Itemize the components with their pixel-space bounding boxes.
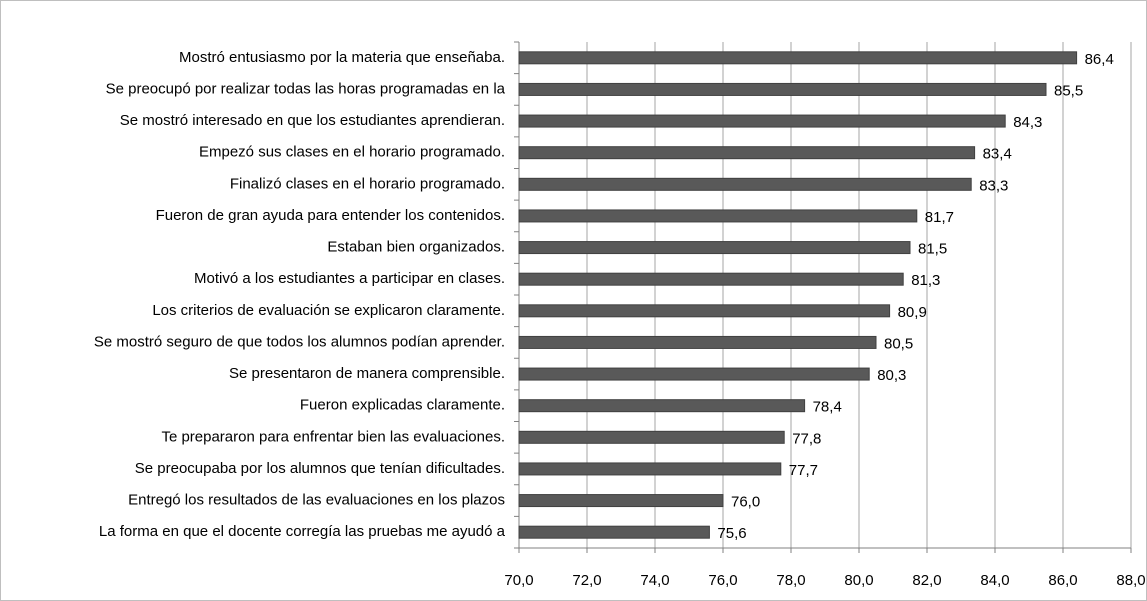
- x-tick-label: 88,0: [1116, 572, 1145, 589]
- bar: [518, 367, 870, 381]
- x-tick-label: 76,0: [708, 572, 737, 589]
- category-label: Motivó a los estudiantes a participar en…: [194, 270, 505, 287]
- bar: [518, 272, 904, 286]
- category-label: Estaban bien organizados.: [327, 239, 505, 256]
- data-label: 76,0: [731, 494, 760, 511]
- x-tick-label: 72,0: [572, 572, 601, 589]
- category-label: Se preocupaba por los alumnos que tenían…: [135, 460, 505, 477]
- data-label: 77,8: [792, 430, 821, 447]
- x-tick-label: 78,0: [776, 572, 805, 589]
- bar: [518, 335, 877, 349]
- x-tick-label: 74,0: [640, 572, 669, 589]
- data-label: 81,5: [918, 241, 947, 258]
- data-label: 80,5: [884, 335, 913, 352]
- category-label: Se presentaron de manera comprensible.: [229, 365, 505, 382]
- x-tick-label: 70,0: [504, 572, 533, 589]
- x-tick-label: 84,0: [980, 572, 1009, 589]
- category-label: Entregó los resultados de las evaluacion…: [128, 492, 505, 509]
- category-label: Empezó sus clases en el horario programa…: [199, 144, 505, 161]
- category-label: Se mostró seguro de que todos los alumno…: [94, 333, 505, 350]
- data-label: 80,3: [877, 367, 906, 384]
- category-label: La forma en que el docente corregía las …: [99, 523, 506, 540]
- bar: [518, 146, 976, 160]
- category-label: Mostró entusiasmo por la materia que ens…: [179, 49, 505, 66]
- bar: [518, 177, 972, 191]
- category-label: Te prepararon para enfrentar bien las ev…: [161, 428, 505, 445]
- bar: [518, 430, 785, 444]
- x-tick-label: 82,0: [912, 572, 941, 589]
- category-label: Los criterios de evaluación se explicaro…: [152, 302, 505, 319]
- bar: [518, 494, 724, 508]
- data-label: 81,3: [911, 272, 940, 289]
- x-tick-label: 86,0: [1048, 572, 1077, 589]
- data-label: 86,4: [1085, 51, 1114, 68]
- bar: [518, 304, 891, 318]
- data-label: 83,4: [983, 146, 1012, 163]
- data-label: 75,6: [717, 525, 746, 542]
- data-label: 83,3: [979, 177, 1008, 194]
- bar: [518, 241, 911, 255]
- bar: [518, 399, 806, 413]
- x-tick-label: 80,0: [844, 572, 873, 589]
- bar: [518, 525, 710, 539]
- category-label: Se preocupó por realizar todas las horas…: [106, 80, 506, 97]
- data-label: 77,7: [789, 462, 818, 479]
- bar: [518, 51, 1078, 65]
- category-label: Finalizó clases en el horario programado…: [230, 175, 505, 192]
- data-label: 81,7: [925, 209, 954, 226]
- data-label: 85,5: [1054, 82, 1083, 99]
- data-label: 84,3: [1013, 114, 1042, 131]
- data-label: 80,9: [898, 304, 927, 321]
- bar: [518, 82, 1047, 96]
- bar: [518, 209, 918, 223]
- bar: [518, 462, 782, 476]
- data-label: 78,4: [813, 399, 842, 416]
- category-label: Fueron explicadas claramente.: [300, 397, 505, 414]
- category-label: Se mostró interesado en que los estudian…: [120, 112, 505, 129]
- bar: [518, 114, 1006, 128]
- category-label: Fueron de gran ayuda para entender los c…: [156, 207, 505, 224]
